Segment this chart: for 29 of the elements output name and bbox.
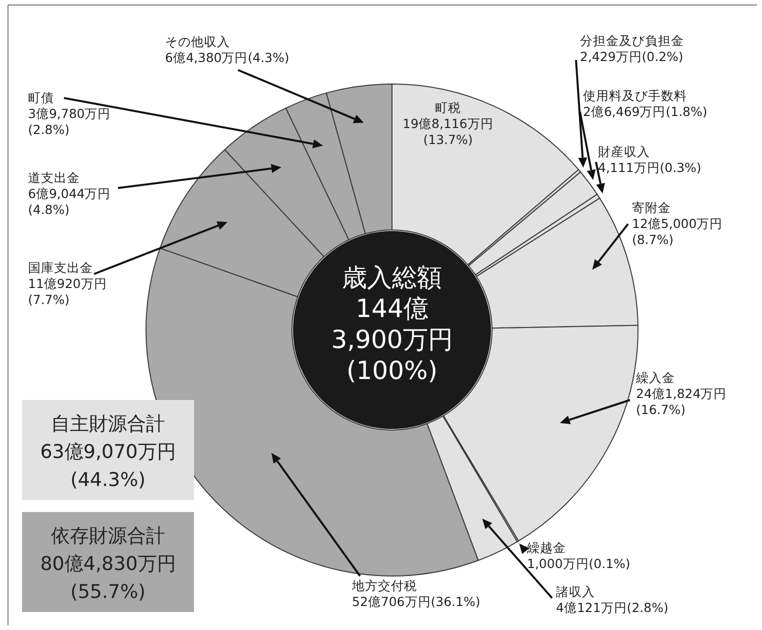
slice-label: 国庫支出金 bbox=[28, 260, 93, 275]
data-label: 1,000万円(0.1%) bbox=[527, 556, 630, 571]
data-label: 6億9,044万円 (4.8%) bbox=[28, 186, 111, 217]
slice-label: 使用料及び手数料 bbox=[583, 88, 687, 103]
data-label: 24億1,824万円 (16.7%) bbox=[636, 386, 727, 417]
data-label: 4億121万円(2.8%) bbox=[556, 600, 668, 615]
data-label: 19億8,116万円 (13.7%) bbox=[402, 116, 494, 147]
data-label: 11億920万円 (7.7%) bbox=[28, 276, 107, 307]
text: 依存財源合計 80億4,830万円 (55.7%) bbox=[40, 525, 176, 603]
slice-label: 繰入金 bbox=[635, 370, 675, 385]
slice-label: 地方交付税 bbox=[351, 578, 417, 593]
data-label: 52億706万円(36.1%) bbox=[352, 594, 480, 609]
data-label: 2,429万円(0.2%) bbox=[580, 49, 684, 64]
slice-label: 繰越金 bbox=[526, 540, 566, 555]
text: 歳入総額 144億 3,900万円 (100%) bbox=[331, 263, 453, 385]
slice-label: 道支出金 bbox=[28, 170, 80, 185]
text: 自主財源合計 63億9,070万円 (44.3%) bbox=[40, 413, 176, 491]
slice-label: 寄附金 bbox=[632, 200, 671, 215]
data-label: 4,111万円(0.3%) bbox=[598, 160, 702, 175]
data-label: 3億9,780万円 (2.8%) bbox=[28, 106, 111, 137]
data-label: 6億4,380万円(4.3%) bbox=[165, 50, 290, 65]
slice-label: 諸収入 bbox=[556, 584, 595, 599]
data-label: 2億6,469万円(1.8%) bbox=[583, 104, 708, 119]
slice-label: 町税 bbox=[435, 100, 461, 115]
slice-label: 町債 bbox=[28, 90, 54, 105]
slice-label: 財産収入 bbox=[598, 144, 650, 159]
slice-label: 分担金及び負担金 bbox=[580, 33, 684, 48]
data-label: 12億5,000万円 (8.7%) bbox=[632, 216, 723, 247]
slice-label: その他収入 bbox=[165, 34, 230, 49]
